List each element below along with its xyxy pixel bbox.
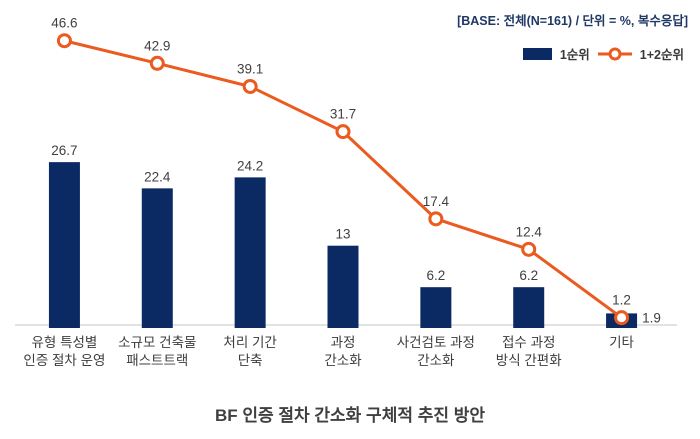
category-label: 과정 간소화 xyxy=(324,335,361,368)
bar-series-swatch xyxy=(522,47,552,60)
bar-value-label: 22.4 xyxy=(144,169,171,184)
bar-value-label: 6.2 xyxy=(426,268,445,283)
base-note: [BASE: 전체(N=161) / 단위 = %, 복수응답] xyxy=(457,14,688,28)
point-value-label: 42.9 xyxy=(144,38,170,53)
bar xyxy=(48,162,80,328)
point-value-label: 17.4 xyxy=(423,194,450,209)
category-label: 소규모 건축물 패스트트랙 xyxy=(118,335,196,368)
category-label: 기타 xyxy=(609,335,634,350)
category-label: 유형 특성별 인증 절차 운영 xyxy=(23,335,105,368)
chart-title: BF 인증 절차 간소화 구체적 추진 방안 xyxy=(215,406,485,425)
legend: 1순위 1+2순위 xyxy=(522,44,684,63)
bar xyxy=(420,287,452,328)
point-marker xyxy=(335,124,351,140)
bar xyxy=(234,177,266,328)
bar-value-label: 1.9 xyxy=(642,310,661,325)
point-value-label: 1.2 xyxy=(612,293,631,308)
point-value-label: 39.1 xyxy=(237,61,263,76)
point-marker xyxy=(428,211,444,227)
bar xyxy=(141,188,173,328)
point-marker xyxy=(614,310,630,326)
point-marker xyxy=(242,78,258,94)
point-value-label: 31.7 xyxy=(330,107,356,122)
point-marker xyxy=(521,241,537,257)
bar xyxy=(513,287,545,328)
legend-label-rank12: 1+2순위 xyxy=(639,48,684,62)
legend-label-rank1: 1순위 xyxy=(559,48,590,62)
point-marker xyxy=(149,55,165,71)
line-marker-icon xyxy=(608,47,622,60)
point-marker xyxy=(56,33,72,49)
point-value-label: 12.4 xyxy=(516,224,543,239)
bar-value-label: 13 xyxy=(335,227,350,242)
line-series-swatch xyxy=(597,47,632,60)
category-label: 사건검토 과정 간소화 xyxy=(397,335,475,368)
point-value-label: 46.6 xyxy=(51,16,77,31)
bar-value-label: 26.7 xyxy=(51,143,77,158)
bar-value-label: 6.2 xyxy=(519,268,538,283)
bar xyxy=(327,245,359,328)
category-label: 처리 기간 단축 xyxy=(223,335,276,368)
bar-value-label: 24.2 xyxy=(237,158,263,173)
category-label: 접수 과정 방식 간편화 xyxy=(496,335,562,368)
